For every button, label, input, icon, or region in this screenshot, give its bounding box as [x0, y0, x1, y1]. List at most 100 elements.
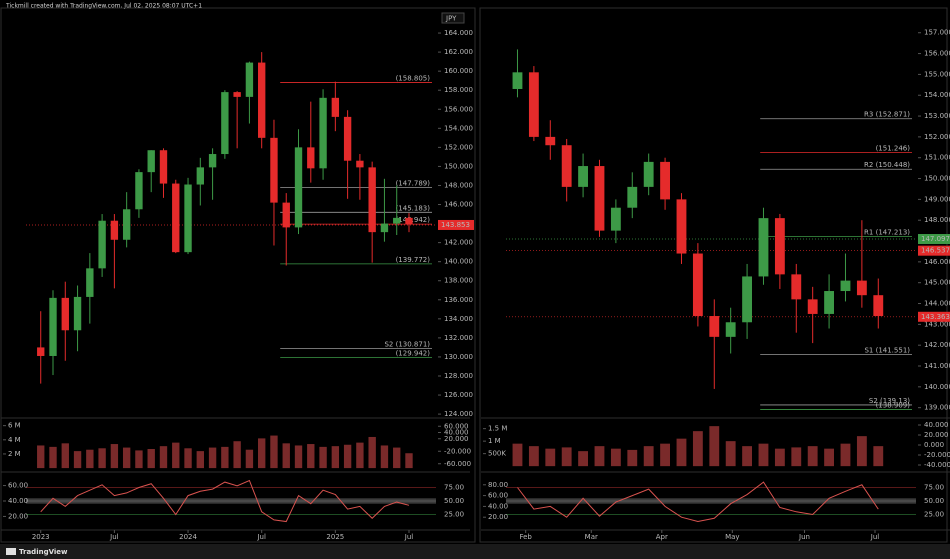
- candle-body: [873, 295, 884, 317]
- candle-body: [221, 92, 229, 155]
- x-tick-label: 2024: [179, 533, 197, 541]
- candle-body: [73, 296, 82, 331]
- candle-body: [270, 137, 278, 203]
- y-tick-label: 156.000: [924, 50, 950, 58]
- candle-body: [528, 72, 539, 137]
- candle-body: [594, 166, 605, 231]
- candle-body: [692, 253, 703, 317]
- y-tick-label: 148.000: [924, 216, 950, 224]
- volume-bar: [196, 451, 204, 469]
- candle-body: [774, 218, 785, 275]
- volume-bar: [282, 443, 290, 469]
- candle-body: [86, 268, 94, 297]
- candle-body: [245, 62, 254, 97]
- oscillator-tick-label: 50.00: [924, 497, 944, 505]
- volume-bar: [393, 447, 401, 469]
- candle-body: [49, 297, 57, 356]
- candle-body: [196, 167, 204, 185]
- x-tick-label: Apr: [656, 533, 668, 541]
- y-tick-label: 130.000: [444, 353, 473, 361]
- y-tick-label: 138.000: [444, 277, 473, 285]
- volume-bar: [405, 453, 413, 469]
- candle-body: [393, 217, 401, 224]
- candle-body: [627, 186, 638, 208]
- y-tick-label: 144.000: [924, 300, 950, 308]
- volume-bar: [807, 446, 818, 467]
- level-label: (143.942): [396, 216, 431, 224]
- price-box: [918, 311, 950, 322]
- candle-body: [561, 145, 572, 187]
- volume-bar: [184, 448, 192, 469]
- volume-tick-label: 1 M: [488, 437, 501, 445]
- volume-y2-tick-label: -40.000: [924, 461, 950, 469]
- y-tick-label: 145.000: [924, 279, 950, 287]
- price-box: [918, 245, 950, 256]
- oscillator-left-tick-label: 20.00: [8, 512, 28, 520]
- candle-body: [135, 172, 143, 210]
- y-tick-label: 153.000: [924, 112, 950, 120]
- x-tick-label: May: [725, 533, 739, 541]
- volume-bar: [742, 446, 752, 467]
- volume-bar: [856, 436, 867, 467]
- volume-bar: [37, 445, 45, 469]
- candle-body: [159, 150, 168, 184]
- level-label: (147.789): [396, 179, 431, 187]
- left-panel: [0, 7, 476, 543]
- y-tick-label: 124.000: [444, 410, 473, 418]
- volume-bar: [610, 448, 621, 467]
- right-panel: [479, 7, 948, 543]
- candle-body: [545, 136, 556, 146]
- oscillator-left-tick-label: 20.00: [488, 513, 508, 521]
- volume-bar: [676, 438, 687, 467]
- level-label: R1 (147.213): [864, 229, 910, 237]
- y-tick-label: 126.000: [444, 391, 473, 399]
- y-tick-label: 142.000: [444, 239, 473, 247]
- y-tick-label: 149.000: [924, 195, 950, 203]
- oscillator-left-tick-label: 80.00: [488, 481, 508, 489]
- candle-body: [61, 297, 69, 331]
- volume-bar: [758, 443, 769, 467]
- volume-bar: [545, 448, 556, 467]
- y-tick-label: 134.000: [444, 315, 473, 323]
- oscillator-line: [40, 479, 410, 523]
- candle-body: [742, 276, 752, 323]
- candle-body: [578, 166, 588, 187]
- volume-tick-label: 4 M: [8, 436, 21, 444]
- volume-bar: [221, 446, 229, 469]
- x-tick-label: Mar: [585, 533, 598, 541]
- candle-body: [343, 116, 352, 161]
- volume-tick-label: 1.5 M: [488, 425, 507, 433]
- volume-bar: [356, 442, 364, 469]
- candle-body: [856, 280, 867, 296]
- volume-bar: [594, 446, 605, 467]
- y-tick-label: 157.000: [924, 29, 950, 37]
- volume-bar: [159, 446, 168, 469]
- oscillator-tick-label: 50.00: [444, 497, 464, 505]
- volume-bar: [294, 445, 303, 469]
- y-tick-label: 154.000: [444, 124, 473, 132]
- volume-tick-label: 6 M: [8, 422, 21, 430]
- level-label: (138.909): [876, 402, 911, 410]
- volume-bar: [245, 449, 254, 469]
- x-tick-label: 2023: [32, 533, 50, 541]
- oscillator-left-tick-label: 60.00: [8, 482, 28, 490]
- volume-bar: [208, 447, 217, 469]
- price-box-label: 143.363: [921, 313, 950, 321]
- candle-body: [147, 150, 155, 173]
- level-label: (139.772): [396, 256, 431, 264]
- oscillator-tick-label: 25.00: [924, 511, 944, 519]
- volume-bar: [368, 436, 376, 469]
- oscillator-tick-label: 75.00: [444, 484, 464, 492]
- y-tick-label: 139.000: [924, 404, 950, 412]
- volume-y2-tick-label: -20.000: [444, 447, 471, 455]
- volume-bar: [73, 451, 82, 469]
- candle-body: [368, 167, 376, 233]
- volume-bar: [840, 443, 851, 467]
- candle-body: [110, 220, 119, 240]
- volume-bar: [578, 451, 588, 467]
- candle-body: [791, 274, 802, 300]
- volume-bar: [824, 448, 834, 467]
- volume-y2-tick-label: 0.000: [924, 441, 944, 449]
- candle-body: [331, 97, 340, 117]
